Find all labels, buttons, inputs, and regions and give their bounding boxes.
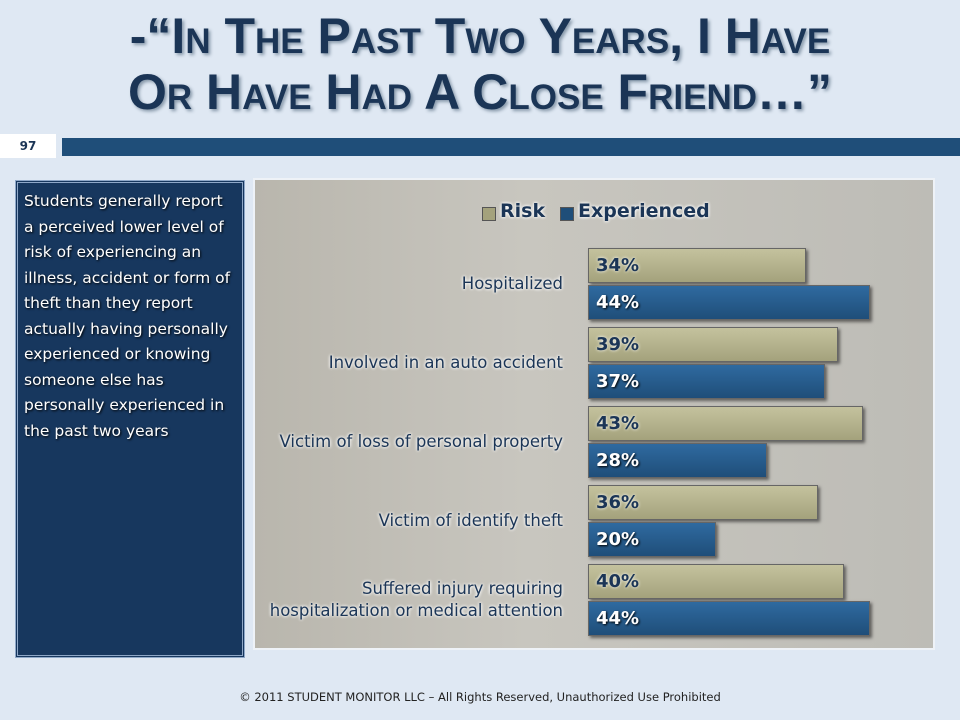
legend-swatch bbox=[482, 207, 496, 221]
bar bbox=[588, 443, 768, 478]
bar bbox=[588, 327, 838, 362]
title-line: -“In The Past Two Years, I Have bbox=[129, 8, 831, 64]
bar bbox=[588, 248, 806, 283]
value-label: 20% bbox=[596, 529, 640, 550]
sidebar-text: Students generally report a perceived lo… bbox=[15, 180, 245, 658]
value-label: 28% bbox=[596, 450, 640, 471]
footer: © 2011 STUDENT MONITOR LLC – All Rights … bbox=[239, 690, 721, 704]
bar bbox=[588, 522, 716, 557]
value-label: 44% bbox=[596, 292, 640, 313]
slide-number: 97 bbox=[0, 134, 56, 158]
chart: Risk Experienced Hospitalized 34% 44% Involve… bbox=[253, 178, 935, 650]
category-label: Suffered injury requiring hospitalizatio… bbox=[269, 579, 563, 620]
value-label: 39% bbox=[596, 334, 640, 355]
bar bbox=[588, 564, 844, 599]
category-label: Victim of identify theft bbox=[378, 511, 563, 530]
bar bbox=[588, 601, 870, 636]
title: -“In The Past Two Years, I Have Or Have … bbox=[40, 8, 920, 120]
value-label: 36% bbox=[596, 492, 640, 513]
category-label: Hospitalized bbox=[461, 274, 563, 293]
bar bbox=[588, 285, 870, 320]
title-line: Or Have Had A Close Friend…” bbox=[128, 64, 832, 120]
category-label: Victim of loss of personal property bbox=[279, 432, 564, 451]
header-rule bbox=[62, 138, 960, 156]
bar bbox=[588, 364, 825, 399]
value-label: 43% bbox=[596, 413, 640, 434]
legend-label: Experienced bbox=[578, 200, 710, 222]
category-label: Involved in an auto accident bbox=[328, 353, 563, 372]
legend-label: Risk bbox=[500, 200, 546, 222]
bar bbox=[588, 485, 819, 520]
bar bbox=[588, 406, 864, 441]
value-label: 40% bbox=[596, 571, 640, 592]
value-label: 44% bbox=[596, 608, 640, 629]
value-label: 34% bbox=[596, 255, 640, 276]
legend-swatch bbox=[560, 207, 574, 221]
value-label: 37% bbox=[596, 371, 640, 392]
